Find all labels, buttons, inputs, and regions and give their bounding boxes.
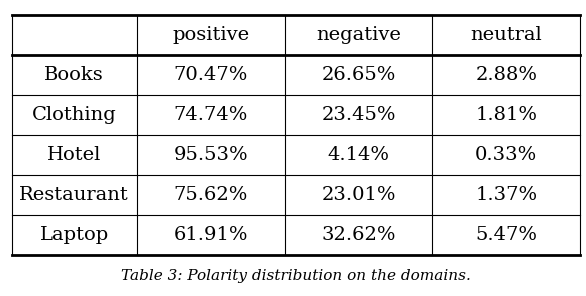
Text: 26.65%: 26.65% bbox=[321, 66, 396, 84]
Text: 74.74%: 74.74% bbox=[173, 106, 248, 124]
Text: negative: negative bbox=[316, 26, 401, 44]
Text: Clothing: Clothing bbox=[32, 106, 117, 124]
Text: 4.14%: 4.14% bbox=[328, 146, 390, 164]
Text: 5.47%: 5.47% bbox=[475, 226, 537, 244]
Text: 2.88%: 2.88% bbox=[475, 66, 537, 84]
Text: positive: positive bbox=[172, 26, 249, 44]
Text: 23.01%: 23.01% bbox=[321, 186, 396, 204]
Text: 0.33%: 0.33% bbox=[475, 146, 537, 164]
Text: 70.47%: 70.47% bbox=[173, 66, 248, 84]
Text: neutral: neutral bbox=[471, 26, 542, 44]
Text: 1.37%: 1.37% bbox=[475, 186, 537, 204]
Text: 95.53%: 95.53% bbox=[173, 146, 248, 164]
Text: Restaurant: Restaurant bbox=[19, 186, 129, 204]
Text: 75.62%: 75.62% bbox=[173, 186, 248, 204]
Text: 61.91%: 61.91% bbox=[173, 226, 248, 244]
Text: Table 3: Polarity distribution on the domains.: Table 3: Polarity distribution on the do… bbox=[121, 269, 471, 283]
Text: Books: Books bbox=[45, 66, 104, 84]
Text: Laptop: Laptop bbox=[40, 226, 109, 244]
Text: 32.62%: 32.62% bbox=[321, 226, 396, 244]
Text: 23.45%: 23.45% bbox=[321, 106, 396, 124]
Text: Hotel: Hotel bbox=[47, 146, 101, 164]
Text: 1.81%: 1.81% bbox=[475, 106, 537, 124]
